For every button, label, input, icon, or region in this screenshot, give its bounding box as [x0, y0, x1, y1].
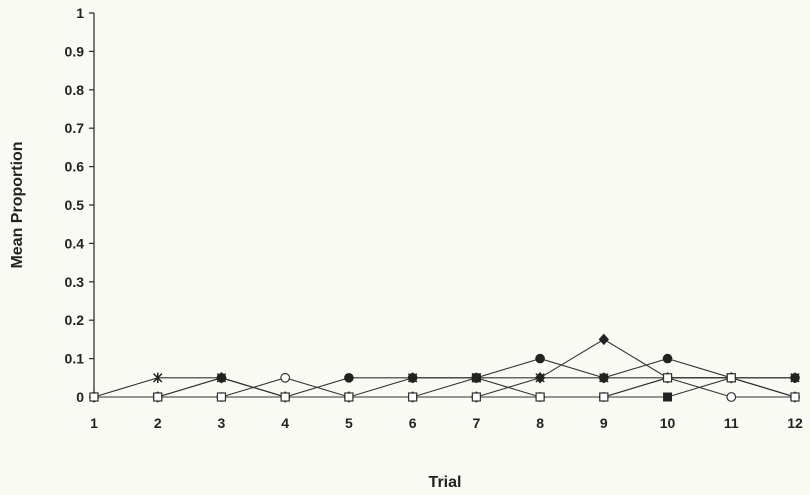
- y-tick-label: 0.3: [65, 274, 85, 290]
- series-line: [94, 338, 796, 398]
- x-tick-label: 10: [660, 415, 676, 431]
- y-axis-title: Mean Proportion: [9, 141, 26, 268]
- x-tick-label: 11: [724, 415, 739, 431]
- y-tick-label: 0.6: [65, 159, 85, 175]
- series-group: [88, 333, 801, 403]
- data-point: [662, 373, 673, 383]
- data-point: [535, 353, 545, 364]
- data-point: [408, 392, 418, 402]
- data-point: [89, 392, 99, 402]
- data-point: [407, 372, 418, 383]
- data-point: [471, 372, 482, 383]
- x-tick-label: 5: [345, 415, 353, 431]
- data-point: [790, 392, 800, 402]
- data-point: [471, 392, 481, 402]
- y-tick-label: 0: [76, 389, 84, 405]
- data-point: [344, 373, 354, 383]
- data-point: [662, 353, 673, 364]
- data-point: [280, 372, 291, 383]
- data-point: [216, 372, 227, 383]
- data-point: [153, 392, 163, 402]
- y-tick-label: 0.4: [65, 235, 85, 251]
- data-point: [663, 392, 673, 402]
- data-point: [280, 392, 290, 402]
- x-tick-label: 1: [90, 415, 98, 431]
- x-tick-label: 2: [154, 415, 162, 431]
- x-tick-label: 12: [787, 415, 803, 431]
- x-tick-label: 9: [600, 415, 608, 431]
- y-tick-label: 0.7: [65, 120, 85, 136]
- x-tick-label: 4: [281, 415, 289, 431]
- y-tick-label: 0.5: [65, 197, 85, 213]
- data-point: [599, 392, 609, 402]
- series-line: [94, 377, 796, 398]
- data-point: [344, 392, 354, 402]
- data-point: [790, 372, 800, 383]
- y-tick-label: 1: [76, 5, 84, 21]
- series-line: [94, 377, 796, 398]
- data-point: [216, 392, 227, 402]
- data-point: [152, 372, 163, 383]
- data-point: [726, 392, 737, 402]
- x-tick-label: 3: [218, 415, 226, 431]
- x-tick-label: 6: [409, 415, 417, 431]
- y-tick-label: 0.1: [65, 351, 85, 367]
- data-point: [726, 373, 736, 383]
- x-ticks: 1 2 3 4 5 6 7 8 9 10 11 12: [90, 415, 803, 431]
- x-axis-title: Trial: [429, 474, 462, 491]
- y-tick-label: 0.9: [65, 43, 85, 59]
- data-point: [599, 372, 609, 383]
- y-tick-label: 0.8: [65, 82, 85, 98]
- x-tick-label: 8: [536, 415, 544, 431]
- data-point: [598, 333, 609, 346]
- y-ticks: 0 0.1 0.2 0.3 0.4 0.5 0.6 0.7 0.8 0.9 1: [65, 5, 94, 405]
- data-point: [535, 392, 545, 402]
- data-point: [535, 372, 545, 383]
- x-tick-label: 7: [472, 415, 480, 431]
- y-tick-label: 0.2: [65, 312, 85, 328]
